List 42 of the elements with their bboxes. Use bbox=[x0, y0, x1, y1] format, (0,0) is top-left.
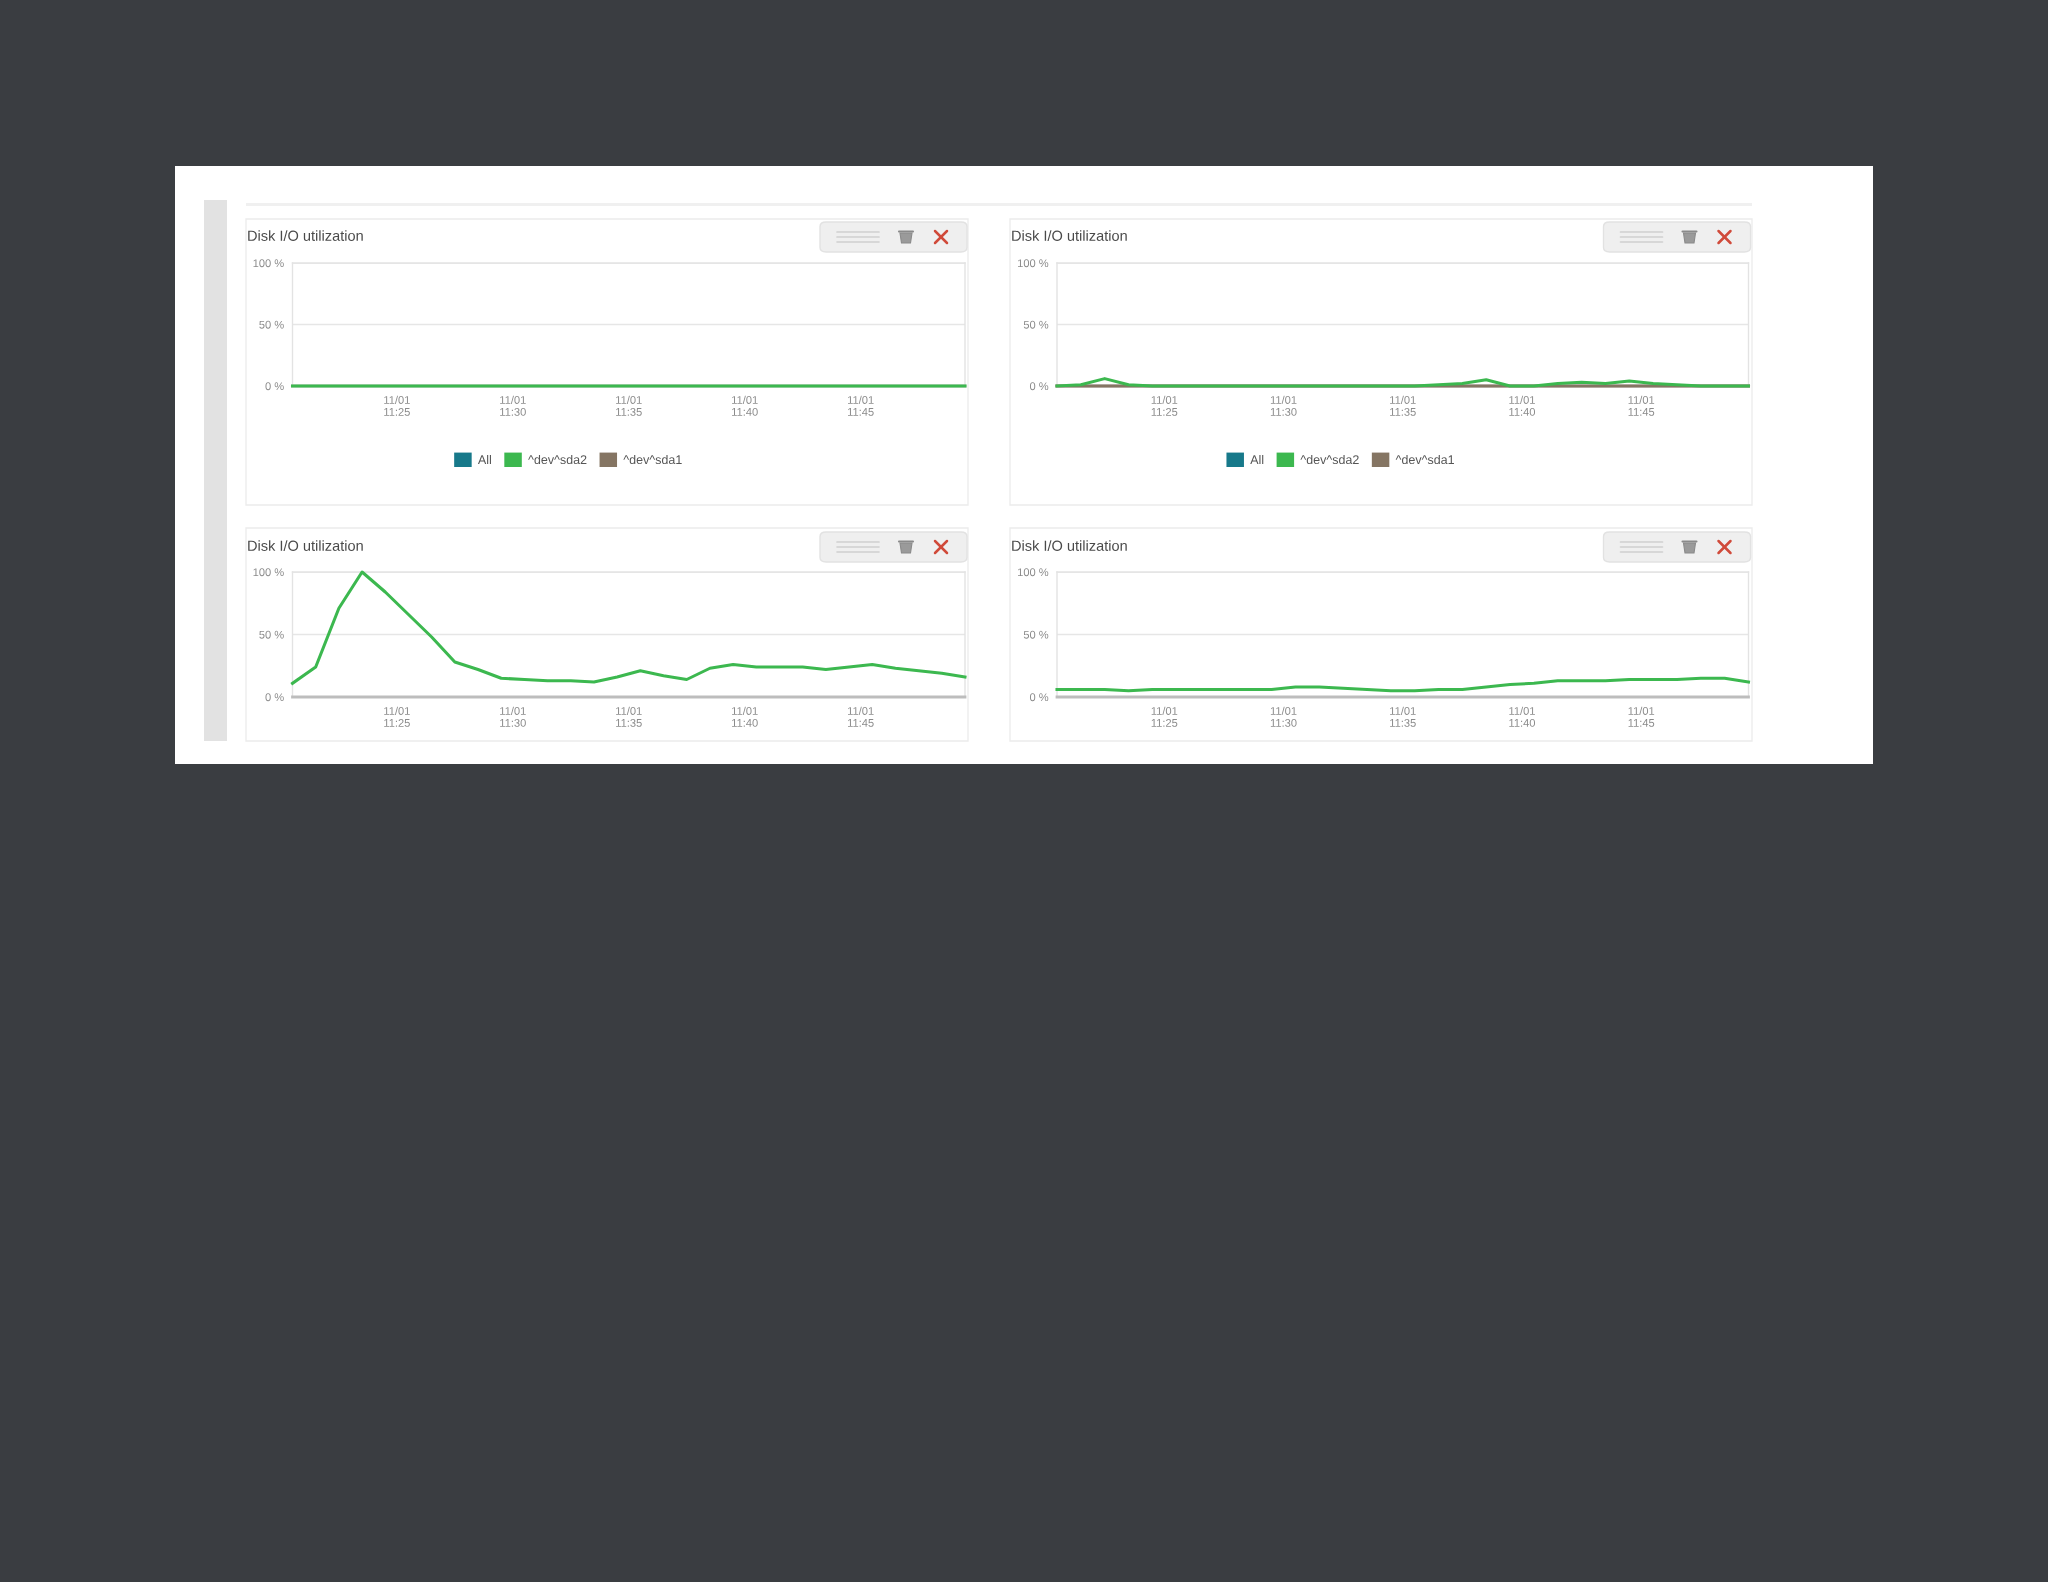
y-tick-label: 0 % bbox=[1029, 382, 1049, 391]
y-tick-label: 50 % bbox=[259, 320, 284, 329]
chart-title: Disk I/O utilization bbox=[248, 540, 363, 551]
x-tick-label: 11/01 11:40 bbox=[1509, 706, 1536, 727]
x-tick-label: 11/01 11:25 bbox=[384, 395, 410, 416]
y-tick-label: 0 % bbox=[265, 382, 284, 391]
y-tick-label: 100 % bbox=[253, 259, 284, 268]
x-tick-label: 11/01 11:35 bbox=[1390, 395, 1416, 416]
x-tick-label: 11/01 11:30 bbox=[500, 706, 526, 727]
x-tick-label: 11/01 11:35 bbox=[1390, 706, 1416, 727]
legend-label: ^dev^sda1 bbox=[1395, 454, 1454, 465]
chart-title: Disk I/O utilization bbox=[1012, 540, 1127, 551]
x-tick-label: 11/01 11:25 bbox=[1151, 706, 1178, 727]
y-tick-label: 0 % bbox=[265, 693, 284, 702]
x-tick-label: 11/01 11:45 bbox=[848, 706, 874, 727]
chart-title: Disk I/O utilization bbox=[248, 230, 363, 241]
x-tick-label: 11/01 11:40 bbox=[732, 706, 758, 727]
x-tick-label: 11/01 11:35 bbox=[616, 706, 642, 727]
x-tick-label: 11/01 11:30 bbox=[1270, 395, 1297, 416]
legend-label: ^dev^sda1 bbox=[623, 454, 682, 465]
y-tick-label: 100 % bbox=[1018, 259, 1049, 268]
x-tick-label: 11/01 11:45 bbox=[848, 395, 874, 416]
x-tick-label: 11/01 11:40 bbox=[732, 395, 758, 416]
x-tick-label: 11/01 11:35 bbox=[616, 395, 642, 416]
x-tick-label: 11/01 11:45 bbox=[1628, 706, 1655, 727]
y-tick-label: 50 % bbox=[1023, 320, 1049, 329]
chart-title: Disk I/O utilization bbox=[1012, 230, 1127, 241]
x-tick-label: 11/01 11:25 bbox=[1151, 395, 1178, 416]
legend-label: All bbox=[1250, 454, 1264, 464]
x-tick-label: 11/01 11:45 bbox=[1628, 395, 1655, 416]
y-tick-label: 100 % bbox=[253, 568, 284, 577]
legend-label: ^dev^sda2 bbox=[528, 454, 587, 465]
y-tick-label: 50 % bbox=[1023, 630, 1049, 639]
x-tick-label: 11/01 11:30 bbox=[1270, 706, 1297, 727]
x-tick-label: 11/01 11:40 bbox=[1509, 395, 1536, 416]
x-tick-label: 11/01 11:30 bbox=[500, 395, 526, 416]
y-tick-label: 50 % bbox=[259, 630, 284, 639]
legend-label: ^dev^sda2 bbox=[1300, 454, 1359, 465]
x-tick-label: 11/01 11:25 bbox=[384, 706, 410, 727]
legend-label: All bbox=[477, 454, 491, 464]
y-tick-label: 0 % bbox=[1029, 693, 1049, 702]
y-tick-label: 100 % bbox=[1018, 568, 1049, 577]
